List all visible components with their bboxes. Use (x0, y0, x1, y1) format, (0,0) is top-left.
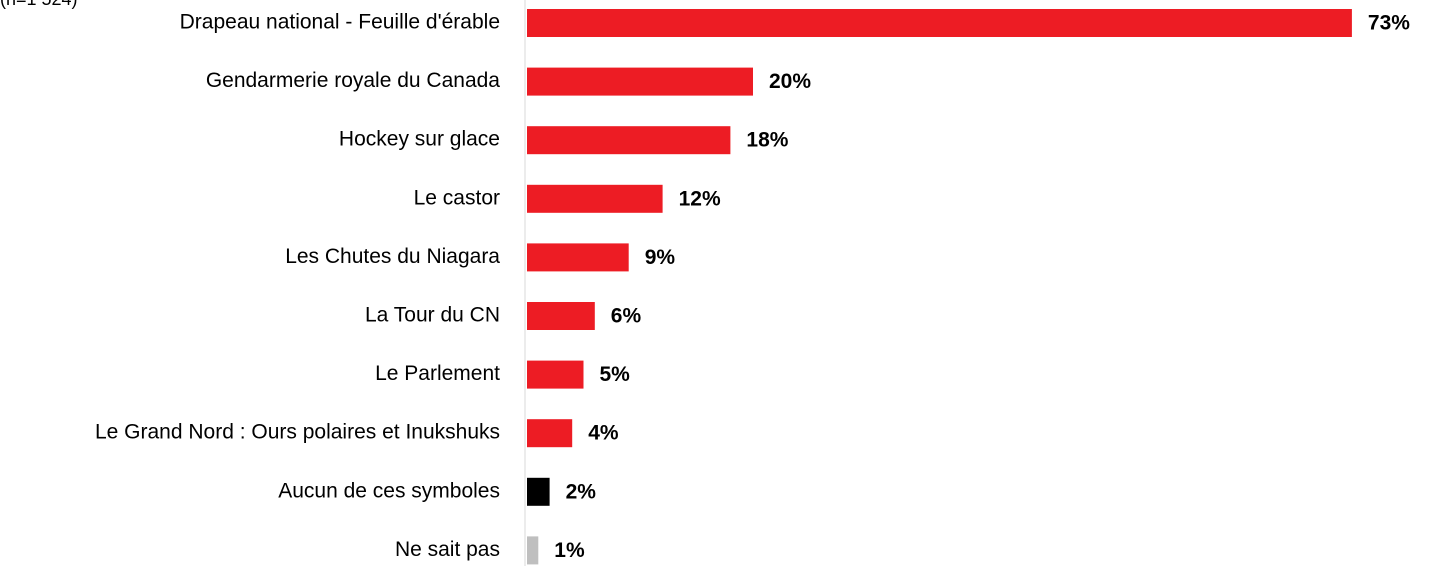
bar (527, 126, 731, 155)
bar (527, 243, 629, 272)
chart-subtitle: (n=1 524) (0, 0, 78, 9)
category-label: Gendarmerie royale du Canada (206, 69, 500, 92)
category-label: Le Parlement (375, 362, 500, 385)
bar (527, 477, 550, 506)
category-label: Aucun de ces symboles (278, 479, 500, 502)
bar (527, 536, 539, 565)
category-label: Hockey sur glace (339, 128, 500, 151)
value-label: 5% (600, 363, 631, 386)
bar (527, 67, 753, 96)
value-label: 73% (1368, 12, 1410, 35)
value-label: 12% (679, 187, 721, 210)
bar (527, 302, 595, 330)
category-label: Drapeau national - Feuille d'érable (180, 11, 500, 34)
category-label: Le castor (414, 186, 500, 209)
category-label: Les Chutes du Niagara (285, 245, 500, 268)
category-label: La Tour du CN (365, 304, 500, 327)
value-label: 4% (588, 422, 619, 445)
bar (527, 9, 1352, 37)
category-label: Le Grand Nord : Ours polaires et Inukshu… (95, 421, 500, 444)
value-label: 20% (769, 70, 811, 93)
bar (527, 419, 573, 448)
value-label: 18% (746, 129, 788, 152)
bar (527, 360, 584, 389)
bar (527, 184, 663, 213)
category-label: Ne sait pas (395, 538, 500, 561)
value-label: 6% (611, 305, 642, 328)
value-label: 1% (554, 539, 585, 562)
value-label: 9% (645, 246, 676, 269)
value-label: 2% (566, 480, 597, 503)
